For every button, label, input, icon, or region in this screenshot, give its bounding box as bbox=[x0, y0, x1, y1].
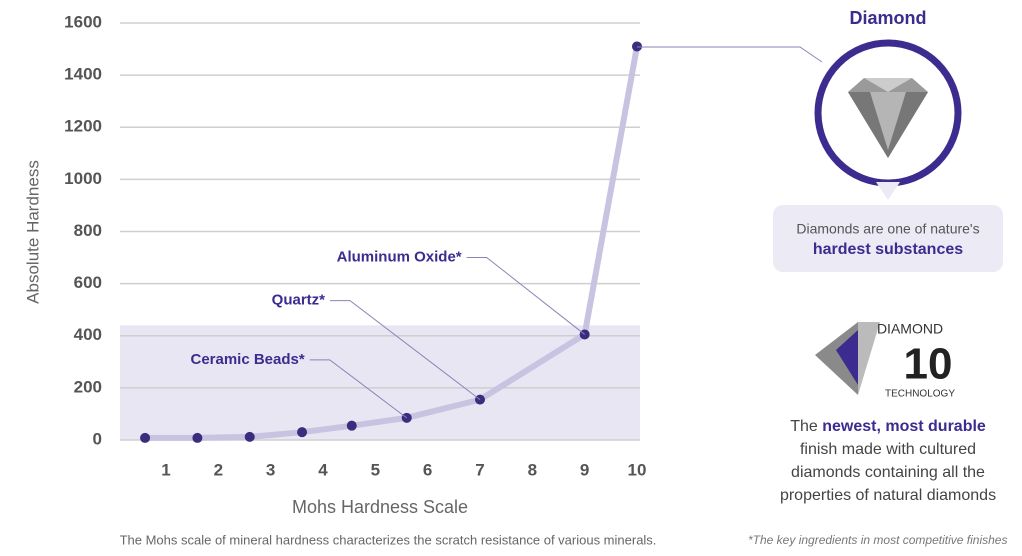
y-tick-label: 800 bbox=[74, 221, 102, 240]
body-text: finish made with cultured bbox=[800, 441, 976, 458]
annotation: Ceramic Beads* bbox=[190, 351, 304, 368]
annotation: Aluminum Oxide* bbox=[337, 248, 462, 265]
point bbox=[632, 41, 642, 52]
logo-bottom: TECHNOLOGY bbox=[885, 389, 955, 400]
callout-emphasis: hardest substances bbox=[813, 241, 963, 258]
callout-pointer bbox=[876, 182, 900, 200]
y-tick-label: 0 bbox=[93, 429, 102, 448]
annotation-leader bbox=[330, 300, 481, 401]
y-tick-label: 400 bbox=[74, 325, 102, 344]
logo-top: DIAMOND bbox=[877, 321, 943, 337]
y-tick-label: 1000 bbox=[64, 169, 102, 188]
annotation-leader bbox=[309, 359, 408, 419]
y-axis-label: Absolute Hardness bbox=[23, 160, 42, 304]
y-tick-label: 1200 bbox=[64, 117, 102, 136]
diamond-icon bbox=[848, 78, 928, 158]
y-tick-label: 1400 bbox=[64, 65, 102, 84]
point bbox=[192, 432, 203, 443]
panel-title: Diamond bbox=[849, 8, 926, 28]
x-tick-label: 4 bbox=[318, 460, 328, 479]
point bbox=[346, 420, 357, 431]
callout-box bbox=[773, 205, 1003, 272]
annotation-leader bbox=[466, 256, 585, 335]
y-tick-label: 1600 bbox=[64, 12, 102, 31]
x-tick-label: 7 bbox=[475, 460, 484, 479]
connector bbox=[637, 46, 823, 63]
callout-text: Diamonds are one of nature's bbox=[796, 221, 979, 237]
y-tick-label: 600 bbox=[74, 273, 102, 292]
body-line: The newest, most durable bbox=[790, 418, 986, 435]
logo: DIAMOND 10 TECHNOLOGY bbox=[815, 321, 955, 400]
body-emphasis: newest, most durable bbox=[822, 418, 986, 435]
logo-number: 10 bbox=[904, 340, 953, 389]
body-text: diamonds containing all the bbox=[791, 464, 985, 481]
x-tick-label: 9 bbox=[580, 460, 589, 479]
caption: The Mohs scale of mineral hardness chara… bbox=[120, 532, 657, 547]
point bbox=[244, 431, 255, 442]
y-tick-label: 200 bbox=[74, 377, 102, 396]
point bbox=[297, 427, 308, 438]
point bbox=[140, 432, 151, 443]
x-tick-label: 10 bbox=[628, 460, 647, 479]
x-tick-label: 5 bbox=[371, 460, 380, 479]
annotation: Quartz* bbox=[272, 292, 326, 309]
x-tick-label: 8 bbox=[528, 460, 537, 479]
body-text: The bbox=[790, 418, 818, 435]
x-tick-label: 1 bbox=[161, 460, 170, 479]
x-axis-label: Mohs Hardness Scale bbox=[292, 497, 468, 517]
plot-area: 0 200 400 600 800 1000 1200 1400 1600 1 2 3 4 5 6 7 8 9 10… bbox=[64, 12, 646, 479]
x-tick-label: 6 bbox=[423, 460, 432, 479]
x-tick-label: 3 bbox=[266, 460, 275, 479]
body-text: properties of natural diamonds bbox=[780, 487, 996, 504]
x-tick-label: 2 bbox=[214, 460, 223, 479]
footnote: *The key ingredients in most competitive… bbox=[748, 533, 1007, 547]
